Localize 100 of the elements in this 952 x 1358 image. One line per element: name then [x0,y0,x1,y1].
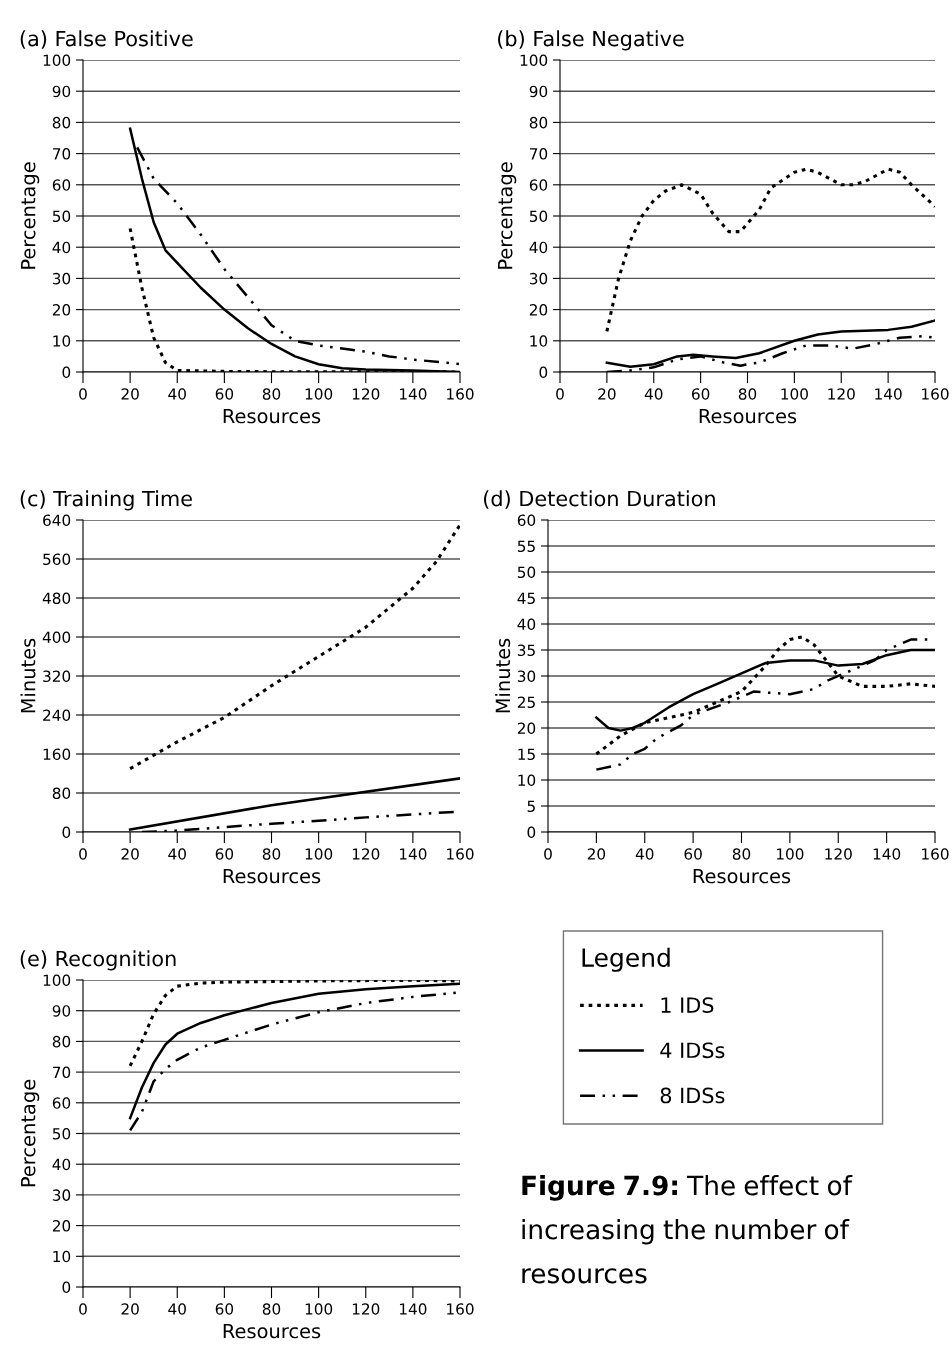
y-tick-label: 0 [539,366,548,379]
y-tick-label: 20 [52,1220,71,1232]
x-tick-label: 40 [635,848,654,860]
x-axis-title: Resources [223,868,321,884]
x-tick-label: 100 [305,1303,333,1315]
line-series [128,523,460,771]
y-tick-label: 50 [52,210,71,223]
x-tick-label: 120 [352,388,380,400]
y-tick-label: 0 [62,1281,71,1294]
y-tick-label: 60 [529,179,548,191]
x-tick-label: 120 [352,1303,380,1315]
x-tick-label: 140 [399,848,427,860]
y-tick-label: 70 [530,148,548,160]
y-tick-label: 100 [43,974,71,987]
y-tick-label: 20 [529,304,548,316]
x-tick-label: 20 [121,388,139,400]
y-tick-label: 90 [52,1005,71,1017]
y-tick-label: 50 [517,566,536,579]
y-tick-label: 10 [53,1250,71,1263]
y-tick-label: 10 [530,335,548,347]
x-axis-title: Resources [699,408,797,424]
y-tick-label: 60 [52,179,71,191]
y-tick-label: 10 [53,335,71,347]
legend-label: 1 IDS [661,997,714,1013]
chart-title: (d) Detection Duration [484,490,715,509]
y-tick-label: 10 [518,774,536,787]
x-tick-label: 160 [447,388,474,400]
y-tick-label: 30 [52,1189,71,1201]
x-tick-label: 0 [79,1303,87,1315]
x-tick-label: 40 [168,1303,186,1315]
x-tick-label: 60 [684,848,702,860]
x-tick-label: 20 [587,848,606,860]
text: Figure 7.9: The effect of increasing the number of resources [522,1175,853,1284]
chart-title: (b) False Negative [498,30,684,51]
y-tick-label: 0 [527,826,536,839]
x-tick-label: 160 [447,848,474,860]
x-tick-label: 120 [825,848,852,860]
y-tick-label: 25 [517,696,535,709]
line-series [605,319,935,368]
y-tick-label: 50 [529,210,548,223]
x-tick-label: 160 [447,1303,474,1315]
x-tick-label: 20 [598,388,616,400]
x-tick-label: 80 [262,388,281,400]
y-tick-label: 30 [517,670,536,683]
x-tick-label: 80 [732,848,751,860]
y-tick-label: 45 [517,592,535,605]
x-tick-label: 20 [121,848,139,860]
y-axis-title: Minutes [495,638,511,713]
x-axis-title: Resources [223,1323,321,1339]
y-tick-label: 20 [517,722,536,735]
x-tick-label: 140 [399,388,427,400]
x-tick-label: 0 [556,388,564,400]
x-tick-label: 80 [262,848,281,860]
y-axis-title: Percentage [498,162,517,269]
y-tick-label: 30 [52,272,71,285]
y-tick-label: 560 [43,553,71,566]
y-tick-label: 100 [520,54,548,67]
x-tick-label: 140 [873,848,901,860]
x-axis-title: Resources [693,868,791,884]
y-tick-label: 80 [529,116,548,129]
y-axis-title: Percentage [21,162,40,269]
y-tick-label: 80 [52,116,71,129]
y-tick-label: 0 [62,826,71,839]
x-tick-label: 60 [215,1303,234,1315]
y-tick-label: 160 [43,748,71,761]
legend-title: Legend [582,947,670,972]
x-tick-label: 140 [399,1303,427,1315]
y-tick-label: 35 [517,644,535,657]
y-tick-label: 70 [53,1066,71,1079]
y-tick-label: 70 [53,148,71,160]
x-tick-label: 140 [875,388,902,400]
x-tick-label: 120 [828,388,855,400]
x-tick-label: 80 [262,1303,281,1315]
x-tick-label: 100 [781,388,808,400]
y-tick-label: 55 [517,540,535,553]
x-tick-label: 60 [215,848,234,860]
x-tick-label: 40 [168,388,186,400]
legend-label: 8 IDSs [660,1087,725,1104]
y-axis-title: Percentage [21,1079,40,1187]
y-tick-label: 0 [62,366,71,379]
line-series [605,167,935,333]
y-tick-label: 480 [42,592,71,605]
chart-title: (e) Recognition [20,950,176,971]
y-tick-label: 320 [43,670,71,683]
x-tick-label: 160 [922,848,949,860]
y-tick-label: 30 [529,272,548,285]
chart-title: (c) Training Time [20,490,192,511]
y-tick-label: 20 [52,304,71,316]
y-tick-label: 80 [52,1035,71,1048]
y-axis-title: Minutes [20,638,36,713]
y-tick-label: 40 [517,618,536,631]
x-tick-label: 0 [79,388,87,400]
x-tick-label: 0 [79,848,87,860]
x-tick-label: 160 [922,388,949,400]
y-tick-label: 60 [517,514,536,527]
x-tick-label: 100 [776,848,804,860]
y-tick-label: 5 [527,800,535,813]
y-tick-label: 640 [43,514,71,527]
x-tick-label: 80 [738,388,757,400]
x-tick-label: 120 [352,848,380,860]
